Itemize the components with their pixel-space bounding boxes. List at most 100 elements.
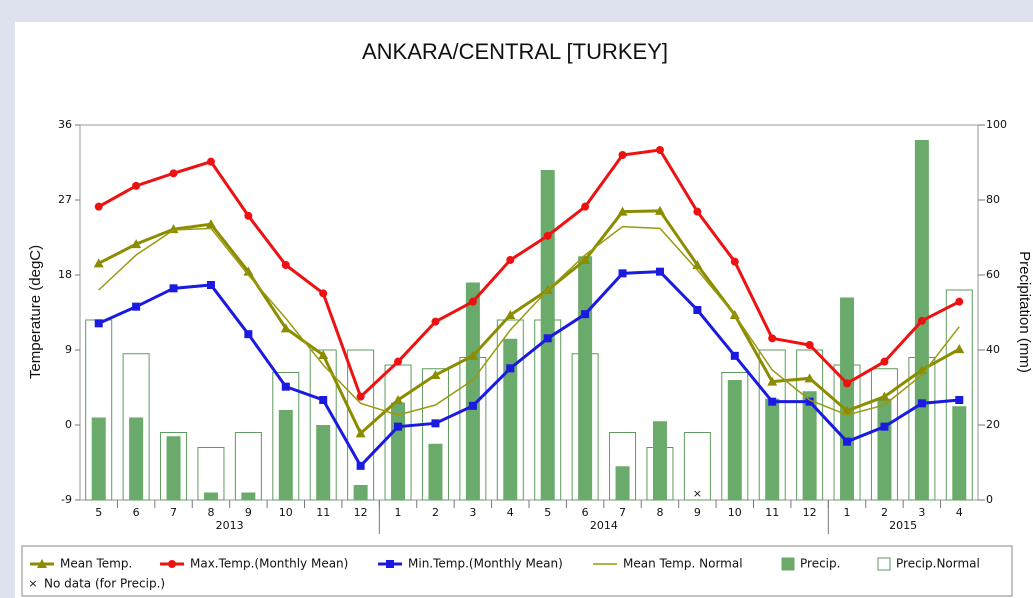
legend-label: Mean Temp. Normal (623, 557, 743, 571)
marker (431, 317, 440, 326)
marker (767, 376, 778, 386)
x-tick-label: 2 (881, 506, 888, 519)
precip-bar (353, 485, 368, 500)
marker (468, 297, 477, 306)
y2-tick-label: 40 (986, 343, 1000, 356)
x-tick-label: 5 (95, 506, 102, 519)
x-tick-label: 1 (844, 506, 851, 519)
marker (386, 560, 394, 568)
marker (506, 256, 515, 264)
no-data-marker: × (693, 487, 702, 500)
marker (618, 151, 627, 159)
marker (319, 396, 328, 404)
x-tick-label: 9 (245, 506, 252, 519)
precip-normal-bar (683, 432, 711, 501)
marker (730, 351, 739, 360)
marker (880, 357, 889, 366)
marker (842, 405, 853, 415)
line (97, 148, 960, 400)
x-tick-label: 4 (507, 506, 514, 519)
legend-label: Min.Temp.(Monthly Mean) (408, 557, 563, 571)
marker (467, 350, 478, 360)
marker (655, 267, 664, 276)
x-tick-label: 8 (207, 506, 214, 519)
marker (431, 419, 440, 428)
marker (281, 261, 290, 269)
precip-bar (802, 391, 817, 500)
precip-bar (203, 492, 218, 500)
marker (394, 422, 403, 431)
marker (169, 284, 178, 293)
marker (917, 316, 926, 325)
legend-label: Max.Temp.(Monthly Mean) (190, 557, 348, 571)
marker (37, 559, 47, 568)
precip-bar (166, 436, 181, 500)
x-tick-label: 11 (316, 506, 330, 519)
y-axis-label: Temperature (degC) (27, 245, 44, 379)
y2-axis-label: Precipitation (mm) (1016, 251, 1033, 373)
precip-bar (278, 410, 293, 500)
x-group-label: 2013 (216, 519, 244, 532)
y-tick-label: 18 (58, 268, 72, 281)
precip-bar (91, 417, 106, 500)
marker (618, 269, 627, 278)
marker (954, 344, 965, 354)
marker (617, 206, 628, 216)
x-tick-label: 3 (469, 506, 476, 519)
marker (94, 319, 103, 328)
x-tick-label: 12 (803, 506, 817, 519)
marker (543, 334, 552, 343)
marker (805, 341, 814, 349)
marker (132, 181, 141, 190)
marker (955, 297, 964, 306)
marker (206, 281, 215, 289)
legend-box (21, 545, 1013, 597)
marker (205, 219, 216, 229)
panel (15, 22, 1033, 598)
x-tick-label: 11 (765, 506, 779, 519)
marker (768, 397, 777, 406)
x-tick-label: 1 (395, 506, 402, 519)
marker (393, 395, 404, 404)
marker (730, 257, 739, 266)
x-tick-label: 10 (728, 506, 742, 519)
marker (169, 169, 178, 178)
precip-bar (391, 402, 406, 500)
marker (243, 266, 254, 276)
marker (430, 370, 441, 379)
legend-swatch (877, 557, 891, 571)
y-tick-label: 0 (65, 418, 72, 431)
x-tick-label: 8 (656, 506, 663, 519)
marker (917, 399, 926, 408)
marker (132, 302, 141, 311)
marker (468, 401, 477, 410)
marker (693, 207, 702, 216)
marker (355, 428, 366, 438)
marker (843, 379, 852, 388)
marker (580, 255, 591, 264)
y-tick-label: 27 (58, 193, 72, 206)
marker (281, 382, 290, 391)
marker (768, 334, 777, 343)
marker (880, 422, 889, 431)
precip-bar (727, 380, 742, 500)
marker (654, 205, 665, 215)
legend-label: Precip. (800, 557, 840, 571)
marker (506, 364, 515, 373)
marker (206, 157, 215, 166)
x-tick-label: 7 (170, 506, 177, 519)
precip-bar (652, 421, 667, 500)
y2-tick-label: 20 (986, 418, 1000, 431)
precip-bar (765, 398, 780, 500)
marker (843, 437, 852, 446)
line (98, 270, 960, 469)
y-tick-label: -9 (61, 493, 72, 506)
precip-bar (952, 406, 967, 500)
marker (955, 396, 964, 404)
x-tick-label: 10 (279, 506, 293, 519)
x-group-label: 2015 (889, 519, 917, 532)
x-tick-label: 6 (582, 506, 589, 519)
x-tick-label: 3 (918, 506, 925, 519)
line (98, 209, 961, 436)
